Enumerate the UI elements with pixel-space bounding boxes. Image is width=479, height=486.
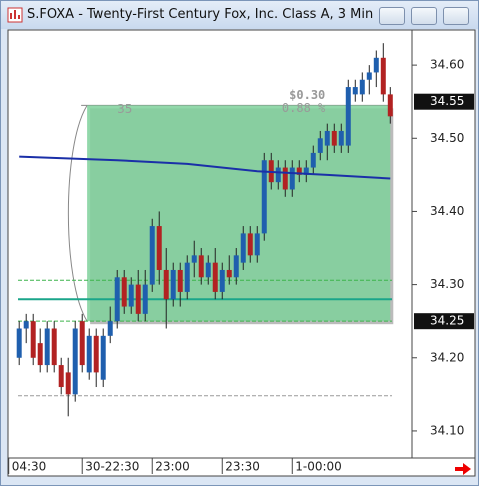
price-marker [414,313,474,330]
candle-body [247,233,253,256]
candle-body [359,79,365,95]
candle-body [366,72,372,80]
candle-body [30,321,36,358]
candle-body [198,255,204,278]
candle-body [303,167,309,175]
candle-body [86,335,92,373]
candle-body [93,335,99,373]
scroll-arrow[interactable] [455,463,471,475]
candle-body [212,262,218,292]
y-tick-label: 34.60 [430,58,464,72]
candle-body [317,138,323,153]
price-marker-label: 34.55 [430,94,464,108]
candle-body [338,130,344,146]
y-tick-label: 34.50 [430,131,464,145]
candle-body [79,321,85,366]
candle-body [254,233,260,256]
candle-body [373,57,379,73]
price-marker-label: 34.25 [430,314,464,328]
candle-body [345,87,351,146]
y-tick-label: 34.20 [430,350,464,364]
candle-body [282,167,288,190]
y-tick-label: 34.30 [430,277,464,291]
price-marker [414,93,474,110]
x-tick-label: 30-22:30 [85,460,139,474]
measure-text: $0.30 [289,88,325,102]
close-button[interactable] [443,7,469,25]
maximize-button[interactable] [411,7,437,25]
candle-body [163,269,169,300]
measure-curve [67,105,88,322]
candle-body [51,328,57,366]
candle-body [352,87,358,95]
x-tick-label: 04:30 [12,460,47,474]
candle-body [149,226,155,285]
measure-text: 0.88 % [282,101,326,115]
candle-body [184,262,190,292]
candle-body [233,255,239,278]
candle-body [310,152,316,168]
candle-body [44,328,50,366]
candle-body [37,343,43,366]
candle-body [142,284,148,314]
candle-body [331,130,337,146]
x-tick-label: 23:30 [225,460,260,474]
candle-body [135,284,141,314]
window-title: S.FOXA - Twenty-First Century Fox, Inc. … [27,7,374,22]
candle-body [128,284,134,307]
candle-body [261,160,267,234]
candle-body [156,226,162,270]
candle-body [72,328,78,395]
y-tick-label: 34.10 [430,423,464,437]
candle-body [114,277,120,322]
candle-body [226,269,232,278]
candle-body [107,321,113,336]
candle-body [275,167,281,183]
candle-body [191,255,197,263]
average-line [19,155,391,180]
candle-body [121,277,127,307]
candle-body [23,321,29,329]
app-icon [7,7,23,23]
candle-body [289,167,295,190]
candle-body [177,269,183,292]
candle-body [100,335,106,380]
candle-body [380,57,386,95]
candle-body [387,94,393,117]
candle-body [240,233,246,263]
x-tick-label: 1-00:00 [295,460,342,474]
y-tick-label: 34.40 [430,204,464,218]
candle-body [170,269,176,300]
candle-body [58,365,64,388]
measure-text: 35 [117,102,132,116]
time-axis [7,457,476,477]
minimize-button[interactable] [379,7,405,25]
candle-body [16,328,22,358]
candle-body [296,167,302,175]
candle-body [65,372,71,395]
candle-body [205,262,211,278]
title-bar: S.FOXA - Twenty-First Century Fox, Inc. … [1,1,478,29]
x-tick-label: 23:00 [155,460,190,474]
candle-body [219,269,225,292]
candle-body [324,130,330,146]
